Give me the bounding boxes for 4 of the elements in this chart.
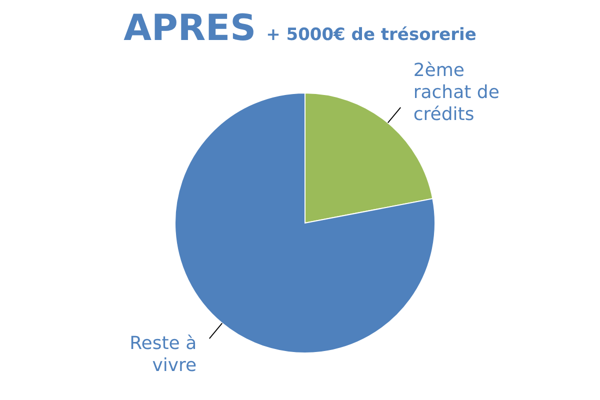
chart-title: APRES bbox=[124, 8, 256, 49]
slice-label: 2ème rachat de crédits bbox=[413, 60, 500, 125]
slice-label: Reste à vivre bbox=[130, 332, 197, 376]
chart-subtitle: + 5000€ de trésorerie bbox=[266, 25, 476, 45]
